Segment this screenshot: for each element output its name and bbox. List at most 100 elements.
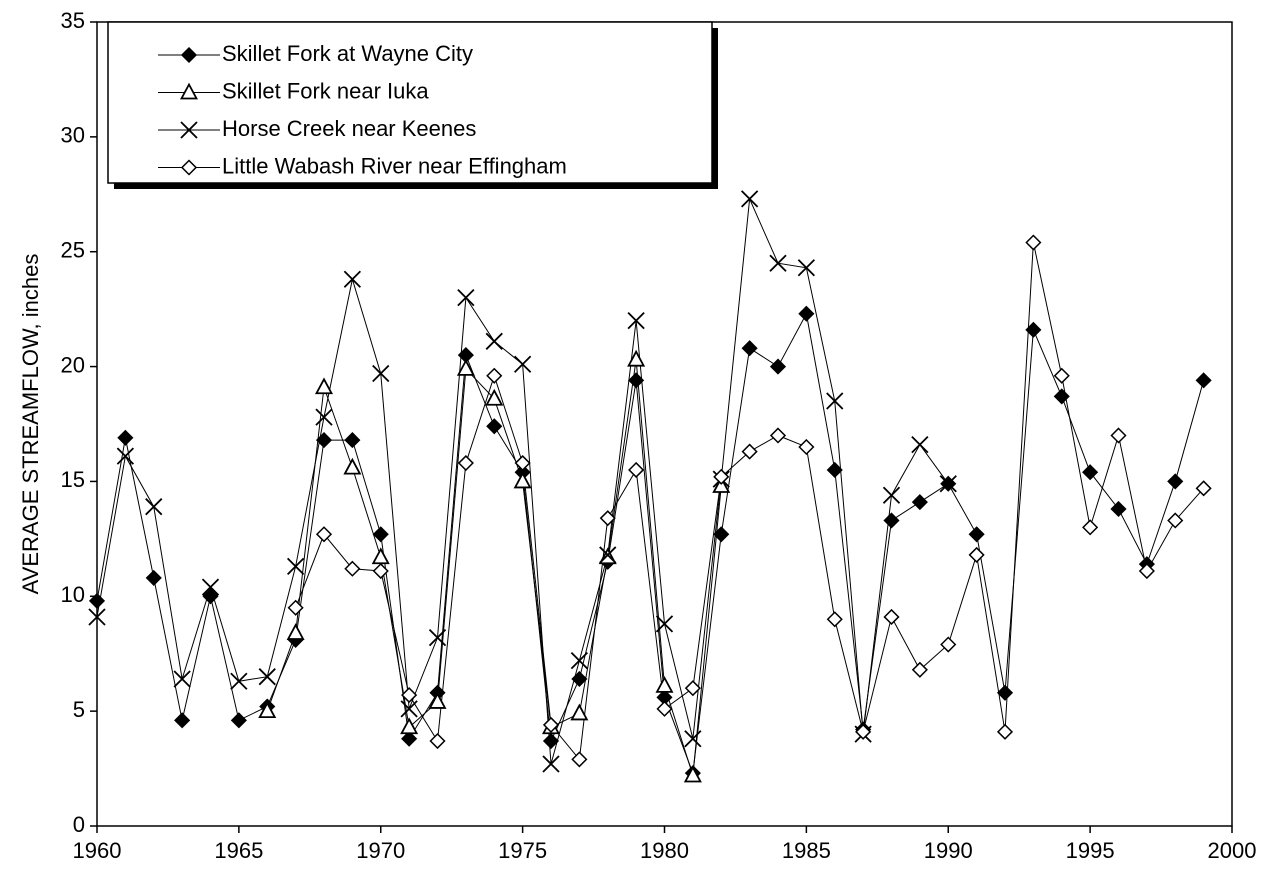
marker — [883, 512, 900, 529]
marker — [740, 190, 759, 208]
x-tick-label: 1995 — [1066, 838, 1115, 863]
marker — [88, 608, 106, 626]
marker — [628, 372, 645, 389]
marker — [286, 623, 305, 640]
marker — [1195, 480, 1212, 497]
marker — [1025, 234, 1042, 251]
marker — [1082, 464, 1099, 481]
marker — [1053, 388, 1070, 405]
marker — [1053, 367, 1070, 384]
marker — [655, 675, 674, 693]
marker — [287, 599, 304, 616]
marker — [826, 611, 843, 628]
marker — [797, 259, 816, 277]
marker — [457, 454, 474, 472]
marker — [174, 712, 191, 729]
marker — [1082, 519, 1099, 536]
marker — [514, 454, 531, 472]
marker — [570, 703, 589, 721]
marker — [683, 765, 702, 783]
marker — [1195, 372, 1212, 389]
marker — [911, 436, 929, 454]
marker — [343, 270, 362, 288]
y-tick-label: 0 — [73, 812, 85, 837]
marker — [145, 569, 162, 586]
marker — [712, 476, 731, 493]
legend-label: Skillet Fork near Iuka — [222, 78, 429, 103]
marker — [968, 546, 985, 563]
marker — [344, 432, 361, 449]
marker — [201, 578, 220, 596]
legend-label: Little Wabash River near Effingham — [222, 153, 567, 178]
marker — [798, 438, 815, 456]
marker — [1110, 500, 1127, 518]
marker — [996, 723, 1014, 740]
y-tick-label: 5 — [73, 697, 85, 722]
legend-marker — [180, 46, 198, 64]
marker — [88, 592, 106, 609]
legend — [107, 21, 713, 184]
x-tick-label: 1960 — [73, 838, 122, 863]
marker — [456, 358, 475, 376]
marker — [826, 461, 843, 479]
marker — [627, 349, 646, 367]
marker — [542, 732, 560, 750]
marker — [315, 432, 333, 449]
marker — [570, 651, 589, 670]
y-tick-label: 15 — [61, 467, 85, 492]
marker — [939, 475, 957, 493]
y-tick-label: 10 — [61, 582, 85, 607]
marker — [571, 751, 588, 768]
marker — [401, 730, 418, 747]
legend-marker — [180, 159, 198, 176]
y-tick-label: 30 — [61, 123, 85, 148]
x-tick-label: 2000 — [1208, 838, 1257, 863]
marker — [230, 672, 248, 690]
marker — [1138, 562, 1155, 580]
marker — [400, 717, 419, 735]
marker — [372, 364, 390, 383]
marker — [145, 498, 163, 516]
x-tick-label: 1990 — [924, 838, 973, 863]
marker — [230, 712, 247, 729]
marker — [286, 557, 305, 576]
marker — [1167, 473, 1184, 490]
marker — [486, 418, 503, 435]
marker — [684, 680, 701, 697]
marker — [513, 355, 532, 373]
marker — [940, 636, 957, 653]
marker — [401, 687, 418, 704]
legend-label: Horse Creek near Keenes — [222, 116, 476, 141]
x-tick-label: 1975 — [498, 838, 547, 863]
marker — [769, 427, 787, 444]
marker — [656, 700, 673, 717]
marker — [542, 716, 560, 733]
x-tick-label: 1985 — [782, 838, 831, 863]
marker — [713, 526, 730, 543]
marker — [258, 668, 276, 686]
marker — [372, 526, 389, 543]
marker — [513, 471, 532, 489]
marker — [371, 547, 390, 565]
y-axis-label: AVERAGE STREAMFLOW, inches — [18, 254, 43, 595]
marker — [1167, 512, 1184, 529]
marker — [1025, 321, 1042, 338]
marker — [1110, 427, 1127, 444]
marker — [769, 358, 787, 375]
y-tick-label: 20 — [61, 352, 85, 377]
x-tick-label: 1965 — [214, 838, 263, 863]
marker — [372, 562, 389, 580]
marker — [314, 377, 334, 395]
marker — [344, 560, 361, 577]
marker — [315, 408, 333, 426]
marker — [882, 486, 901, 504]
marker — [315, 526, 333, 543]
marker — [968, 526, 985, 543]
marker — [741, 443, 758, 460]
marker — [911, 661, 928, 678]
y-tick-label: 35 — [61, 8, 85, 33]
marker — [542, 755, 560, 773]
marker — [343, 457, 362, 475]
marker — [996, 684, 1014, 701]
